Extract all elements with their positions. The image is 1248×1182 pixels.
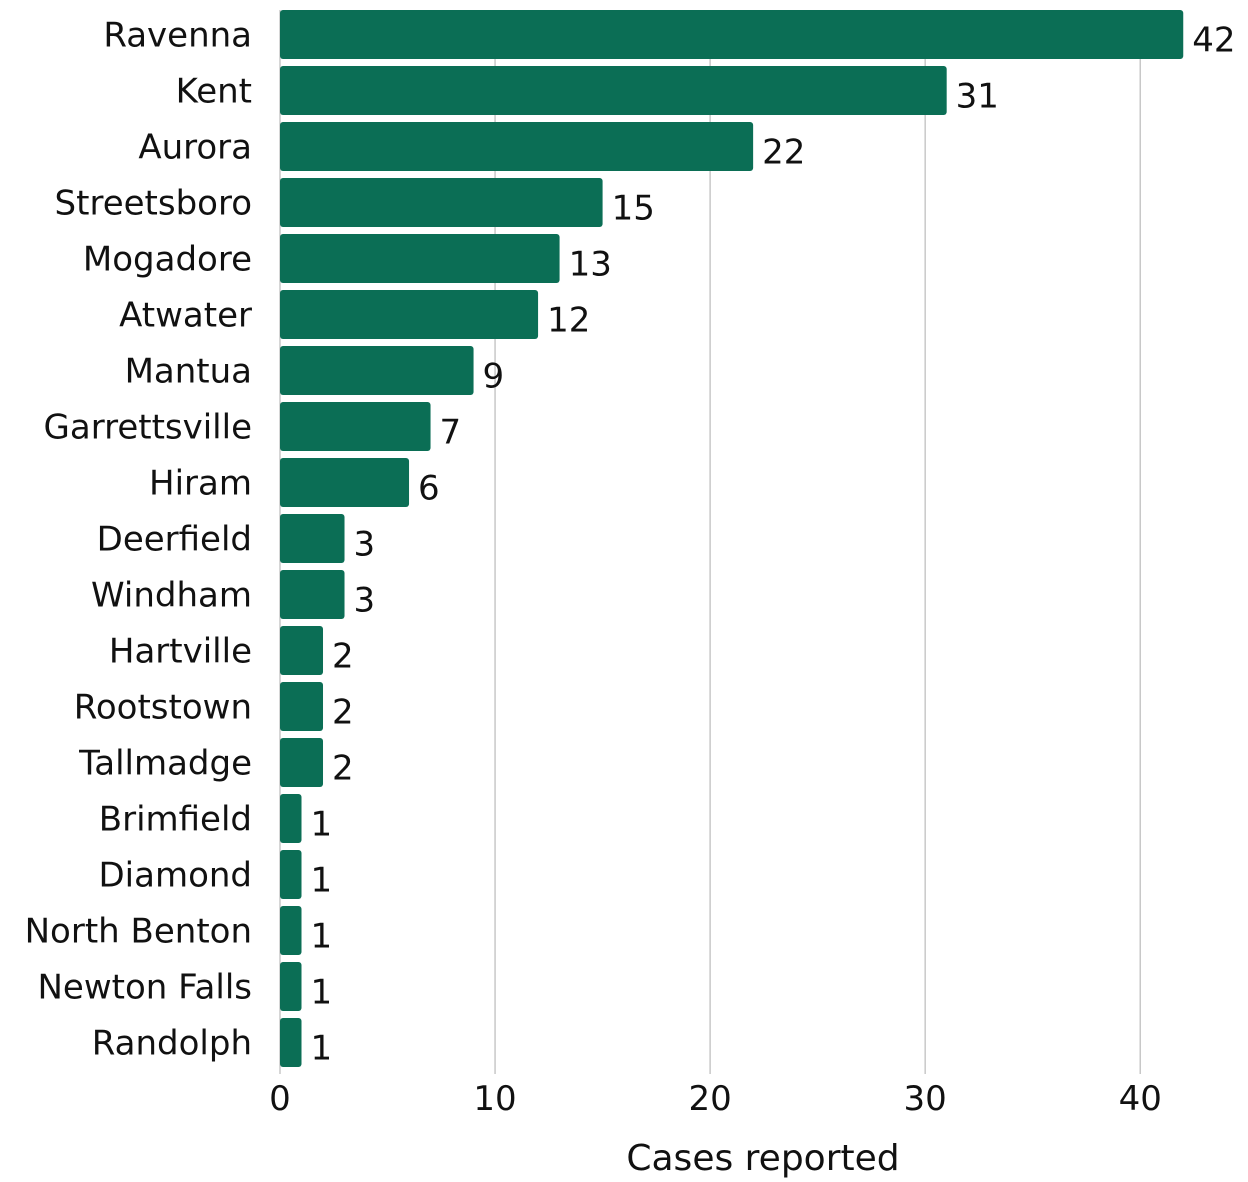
category-label: Aurora [138,128,252,168]
bar [280,234,560,283]
category-label: Newton Falls [37,968,252,1008]
bar [280,402,431,451]
bar [280,10,1184,59]
category-label: Mogadore [83,240,252,280]
category-labels: Ravenna Kent Aurora Streetsboro Mogadore Atwa… [25,16,252,1064]
category-label: Rootstown [74,688,252,728]
data-label: 1 [311,917,333,957]
x-tick-label: 40 [1119,1079,1162,1119]
bar [280,794,302,843]
data-label: 31 [956,77,999,117]
data-label: 2 [332,637,354,677]
category-label: North Benton [25,912,252,952]
x-axis-title: Cases reported [626,1138,899,1178]
x-tick-label: 10 [473,1079,516,1119]
data-label: 2 [332,693,354,733]
data-label: 15 [612,189,655,229]
data-label: 22 [762,133,805,173]
bar [280,570,345,619]
bar [280,1018,302,1067]
category-label: Brimfield [99,800,252,840]
data-label: 1 [311,1029,333,1069]
category-label: Garrettsville [44,408,252,448]
data-label: 3 [354,581,376,621]
data-label: 12 [547,301,590,341]
bar [280,122,754,171]
bar [280,738,324,787]
data-label: 2 [332,749,354,789]
category-label: Atwater [119,296,252,336]
x-tick-label: 0 [269,1079,291,1119]
category-label: Mantua [125,352,252,392]
bar [280,290,539,339]
bar [280,626,324,675]
bars [280,10,1184,1067]
data-label: 1 [311,973,333,1013]
data-label: 6 [418,469,440,509]
data-label: 9 [483,357,505,397]
x-axis-ticks: 0 10 20 30 40 [269,1079,1162,1119]
category-label: Diamond [98,856,252,896]
data-label: 7 [440,413,462,453]
bar [280,962,302,1011]
category-label: Streetsboro [55,184,252,224]
data-label: 13 [569,245,612,285]
category-label: Hiram [149,464,252,504]
category-label: Deerfield [97,520,252,560]
bar [280,850,302,899]
data-label: 3 [354,525,376,565]
bar [280,514,345,563]
category-label: Randolph [92,1024,252,1064]
category-label: Kent [176,72,252,112]
category-label: Windham [91,576,252,616]
bar [280,346,474,395]
x-tick-label: 20 [688,1079,731,1119]
category-label: Tallmadge [78,744,252,784]
category-label: Ravenna [103,16,252,56]
bar [280,66,947,115]
data-label: 1 [311,805,333,845]
data-label: 42 [1192,21,1235,61]
data-label: 1 [311,861,333,901]
bar [280,682,324,731]
category-label: Hartville [109,632,252,672]
bar [280,458,410,507]
x-tick-label: 30 [904,1079,947,1119]
bar [280,178,603,227]
bar [280,906,302,955]
